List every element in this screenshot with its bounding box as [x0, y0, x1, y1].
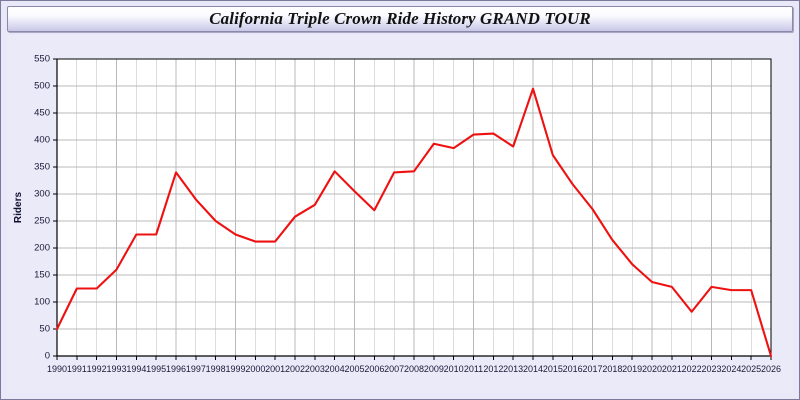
svg-text:2022: 2022	[682, 364, 702, 374]
svg-text:2017: 2017	[582, 364, 602, 374]
svg-text:1996: 1996	[166, 364, 186, 374]
svg-text:100: 100	[34, 297, 50, 308]
svg-text:1993: 1993	[106, 364, 126, 374]
svg-text:2012: 2012	[483, 364, 503, 374]
svg-text:1991: 1991	[67, 364, 87, 374]
svg-text:1997: 1997	[186, 364, 206, 374]
svg-text:500: 500	[34, 81, 50, 92]
chart-panel: 0 50 100 150 200 250 300 350 400 450 500 550 1990 19…	[7, 35, 793, 393]
svg-text:300: 300	[34, 189, 50, 200]
svg-text:2025: 2025	[741, 364, 761, 374]
svg-text:550: 550	[34, 54, 50, 65]
svg-text:2014: 2014	[523, 364, 543, 374]
y-axis-tick-labels: 0 50 100 150 200 250 300 350 400 450 500 550	[34, 54, 50, 362]
svg-text:2013: 2013	[503, 364, 523, 374]
svg-text:150: 150	[34, 270, 50, 281]
riders-series-line	[55, 87, 773, 358]
svg-text:2009: 2009	[424, 364, 444, 374]
svg-text:2026: 2026	[761, 364, 781, 374]
svg-text:1999: 1999	[225, 364, 245, 374]
y-axis-title: Riders	[13, 192, 24, 224]
svg-text:2019: 2019	[622, 364, 642, 374]
svg-text:0: 0	[45, 351, 50, 362]
svg-text:350: 350	[34, 162, 50, 173]
svg-text:1995: 1995	[146, 364, 166, 374]
svg-text:2023: 2023	[701, 364, 721, 374]
svg-text:250: 250	[34, 216, 50, 227]
svg-text:2018: 2018	[602, 364, 622, 374]
x-axis-ticks	[56, 356, 772, 360]
svg-text:1990: 1990	[47, 364, 67, 374]
svg-text:2020: 2020	[642, 364, 662, 374]
svg-text:2024: 2024	[721, 364, 741, 374]
svg-text:2000: 2000	[245, 364, 265, 374]
svg-text:2002: 2002	[285, 364, 305, 374]
svg-text:2021: 2021	[662, 364, 682, 374]
svg-text:50: 50	[39, 324, 50, 335]
svg-text:2004: 2004	[325, 364, 345, 374]
svg-text:2005: 2005	[344, 364, 364, 374]
svg-text:2011: 2011	[464, 364, 483, 374]
vertical-gridlines	[76, 59, 772, 356]
svg-text:2015: 2015	[543, 364, 563, 374]
svg-text:2006: 2006	[364, 364, 384, 374]
svg-text:2010: 2010	[444, 364, 464, 374]
svg-text:2001: 2001	[265, 364, 285, 374]
svg-text:1992: 1992	[87, 364, 107, 374]
svg-text:450: 450	[34, 108, 50, 119]
svg-text:2003: 2003	[305, 364, 325, 374]
svg-text:2016: 2016	[563, 364, 583, 374]
svg-text:400: 400	[34, 135, 50, 146]
page-title: California Triple Crown Ride History GRA…	[209, 9, 591, 28]
svg-text:2007: 2007	[384, 364, 404, 374]
x-axis-tick-labels: 1990 1991 1992 1993 1994 1995 1996 1997 1998 1999…	[47, 364, 781, 374]
plot-area-frame	[57, 58, 772, 356]
svg-text:1998: 1998	[206, 364, 226, 374]
y-axis-ticks	[53, 58, 57, 357]
svg-text:2008: 2008	[404, 364, 424, 374]
svg-text:200: 200	[34, 243, 50, 254]
svg-text:1994: 1994	[126, 364, 146, 374]
window-title-bar: California Triple Crown Ride History GRA…	[7, 6, 793, 32]
